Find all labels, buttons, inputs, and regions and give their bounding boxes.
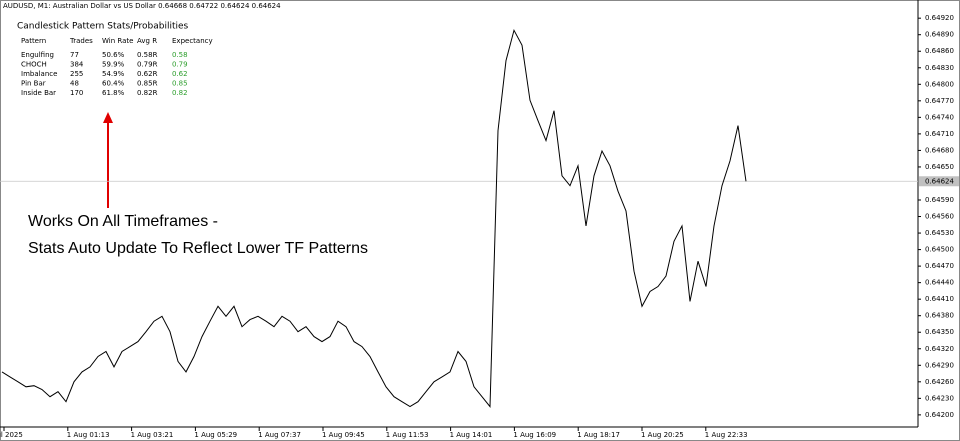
x-tick-label: 1 Aug 20:25	[641, 431, 684, 439]
table-title: Candlestick Pattern Stats/Probabilities	[17, 22, 189, 32]
table-cell: Engulfing	[21, 51, 54, 59]
x-tick-label: 31 Jul 2025	[0, 431, 23, 439]
table-cell: 60.4%	[102, 80, 125, 88]
x-tick-label: 1 Aug 05:29	[194, 431, 237, 439]
y-tick-label: 0.64890	[925, 31, 954, 39]
last-price-box	[919, 176, 959, 187]
arrow-head	[103, 112, 113, 123]
y-tick-label: 0.64410	[925, 295, 954, 303]
table-cell: 0.85R	[137, 80, 158, 88]
x-tick-label: 1 Aug 22:33	[705, 431, 748, 439]
y-tick-label: 0.64740	[925, 113, 954, 121]
x-tick-label: 1 Aug 11:53	[386, 431, 429, 439]
y-tick-label: 0.64680	[925, 146, 954, 154]
table-cell: 384	[70, 61, 84, 69]
table-cell: Pin Bar	[21, 80, 46, 88]
table-cell: 0.79	[172, 61, 188, 69]
table-cell: 0.85	[172, 80, 188, 88]
x-tick-label: 1 Aug 09:45	[322, 431, 365, 439]
table-cell: 0.58	[172, 51, 188, 59]
y-tick-label: 0.64650	[925, 163, 954, 171]
table-cell: CHOCH	[21, 61, 47, 69]
x-tick-label: 1 Aug 03:21	[131, 431, 174, 439]
table-header: Avg R	[137, 37, 157, 45]
y-tick-label: 0.64860	[925, 47, 954, 55]
table-cell: 0.79R	[137, 61, 158, 69]
x-tick-label: 1 Aug 18:17	[577, 431, 620, 439]
table-cell: 59.9%	[102, 61, 125, 69]
y-tick-label: 0.64560	[925, 213, 954, 221]
y-tick-label: 0.64380	[925, 312, 954, 320]
x-tick-label: 1 Aug 16:09	[513, 431, 556, 439]
x-tick-label: 1 Aug 01:13	[67, 431, 110, 439]
table-header: Trades	[69, 37, 93, 45]
y-tick-label: 0.64800	[925, 80, 954, 88]
y-tick-label: 0.64440	[925, 279, 954, 287]
y-tick-label: 0.64920	[925, 14, 954, 22]
y-tick-label: 0.64350	[925, 328, 954, 336]
table-cell: 48	[70, 80, 79, 88]
y-tick-label: 0.64710	[925, 130, 954, 138]
table-cell: 61.8%	[102, 89, 125, 97]
y-tick-label: 0.64230	[925, 394, 954, 402]
annotation-line: Works On All Timeframes -	[28, 213, 218, 230]
x-tick-label: 1 Aug 14:01	[450, 431, 493, 439]
table-cell: 0.82R	[137, 89, 158, 97]
y-tick-label: 0.64260	[925, 378, 954, 386]
price-line	[1, 28, 747, 408]
y-tick-label: 0.64830	[925, 64, 954, 72]
table-cell: Imbalance	[21, 70, 57, 78]
table-cell: 0.82	[172, 89, 188, 97]
y-tick-label: 0.64470	[925, 262, 954, 270]
table-cell: 0.62	[172, 70, 188, 78]
table-cell: 50.6%	[102, 51, 125, 59]
y-tick-label: 0.64200	[925, 411, 954, 419]
symbol-header: AUDUSD, M1: Australian Dollar vs US Doll…	[3, 2, 281, 10]
table-header: Win Rate	[102, 37, 133, 45]
table-cell: 54.9%	[102, 70, 125, 78]
y-tick-label: 0.64500	[925, 246, 954, 254]
table-cell: Inside Bar	[21, 89, 56, 97]
y-tick-label: 0.64530	[925, 229, 954, 237]
annotation-line: Stats Auto Update To Reflect Lower TF Pa…	[28, 240, 368, 257]
table-cell: 77	[70, 51, 79, 59]
table-cell: 255	[70, 70, 83, 78]
y-tick-label: 0.64320	[925, 345, 954, 353]
y-tick-label: 0.64290	[925, 361, 954, 369]
stats-table: Candlestick Pattern Stats/Probabilities …	[17, 22, 213, 98]
last-price-label: 0.64624	[925, 177, 954, 185]
x-tick-label: 1 Aug 07:37	[258, 431, 301, 439]
y-tick-label: 0.64590	[925, 196, 954, 204]
table-cell: 0.62R	[137, 70, 158, 78]
y-tick-label: 0.64770	[925, 97, 954, 105]
table-header: Expectancy	[172, 37, 213, 45]
table-header: Pattern	[21, 37, 46, 45]
table-cell: 170	[70, 89, 83, 97]
table-cell: 0.58R	[137, 51, 158, 59]
